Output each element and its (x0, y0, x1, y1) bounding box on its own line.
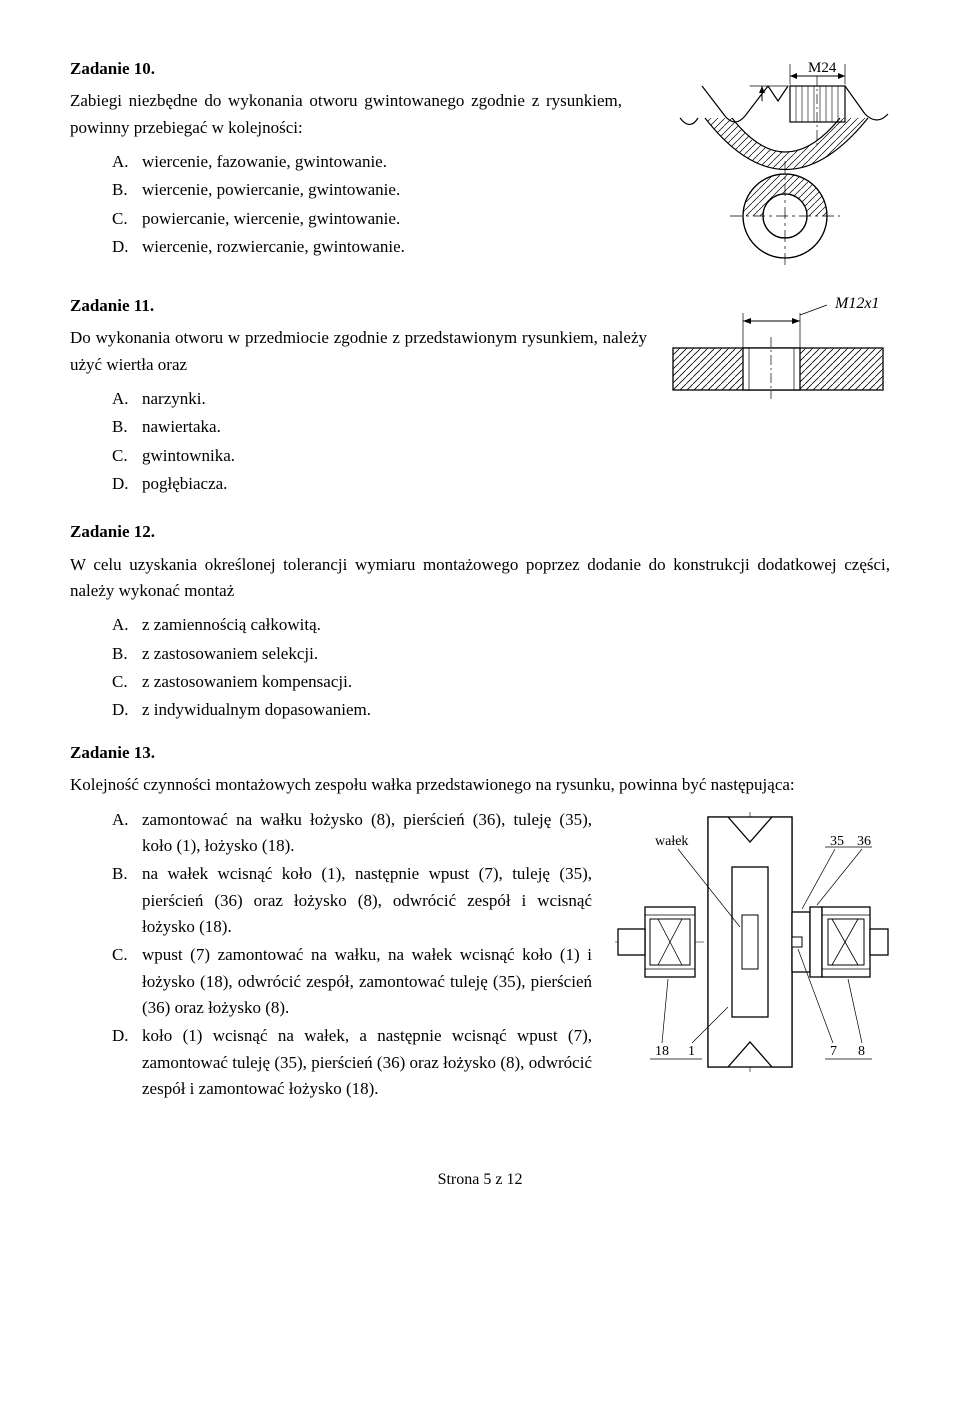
option-text: wiercenie, fazowanie, gwintowanie. (142, 149, 622, 175)
option-row: C.wpust (7) zamontować na wałku, na wałe… (112, 942, 592, 1021)
option-letter: B. (112, 177, 142, 203)
thread-label: M12x1 (834, 295, 879, 312)
option-letter: D. (112, 471, 142, 497)
option-text: z indywidualnym dopasowaniem. (142, 697, 890, 723)
label-8: 8 (858, 1044, 865, 1059)
thread-dim-label: M24 (808, 60, 837, 76)
option-letter: A. (112, 386, 142, 412)
option-row: B.z zastosowaniem selekcji. (112, 641, 890, 667)
option-row: B.wiercenie, powiercanie, gwintowanie. (112, 177, 622, 203)
task-13-figure: wałek 35 36 18 1 7 8 (610, 807, 890, 1077)
option-text: gwintownika. (142, 443, 890, 469)
page-footer: Strona 5 z 12 (70, 1168, 890, 1193)
task-12-heading: Zadanie 12. (70, 519, 890, 545)
option-text: wiercenie, rozwiercanie, gwintowanie. (142, 234, 622, 260)
option-letter: C. (112, 669, 142, 695)
task-10-figure: M24 X (640, 56, 890, 271)
option-row: C.powiercanie, wiercenie, gwintowanie. (112, 206, 622, 232)
option-row: C.gwintownika. (112, 443, 890, 469)
label-18: 18 (655, 1044, 669, 1059)
label-7: 7 (830, 1044, 837, 1059)
option-text: na wałek wcisnąć koło (1), następnie wpu… (142, 861, 592, 940)
task-11-figure: M12x1 (665, 293, 890, 403)
option-row: D.z indywidualnym dopasowaniem. (112, 697, 890, 723)
task-10: M24 X (70, 56, 890, 277)
option-row: A.z zamiennością całkowitą. (112, 612, 890, 638)
option-text: z zastosowaniem kompensacji. (142, 669, 890, 695)
option-letter: A. (112, 149, 142, 175)
option-row: D.pogłębiacza. (112, 471, 890, 497)
option-text: z zamiennością całkowitą. (142, 612, 890, 638)
option-text: wpust (7) zamontować na wałku, na wałek … (142, 942, 592, 1021)
option-letter: C. (112, 942, 142, 1021)
option-letter: A. (112, 612, 142, 638)
task-13-intro: Kolejność czynności montażowych zespołu … (70, 772, 890, 798)
option-text: koło (1) wcisnąć na wałek, a następnie w… (142, 1023, 592, 1102)
task-11: M12x1 Zadanie 11. Do wykonania otworu w … (70, 293, 890, 503)
option-row: C.z zastosowaniem kompensacji. (112, 669, 890, 695)
task-12-intro: W celu uzyskania określonej tolerancji w… (70, 552, 890, 605)
option-text: z zastosowaniem selekcji. (142, 641, 890, 667)
option-text: wiercenie, powiercanie, gwintowanie. (142, 177, 622, 203)
option-row: A.wiercenie, fazowanie, gwintowanie. (112, 149, 622, 175)
task-12-options: A.z zamiennością całkowitą. B.z zastosow… (70, 612, 890, 723)
option-letter: C. (112, 206, 142, 232)
option-text: nawiertaka. (142, 414, 890, 440)
option-letter: C. (112, 443, 142, 469)
label-1: 1 (688, 1044, 695, 1059)
task-13: Zadanie 13. Kolejność czynności montażow… (70, 740, 890, 1108)
option-letter: B. (112, 861, 142, 940)
option-row: A.zamontować na wałku łożysko (8), pierś… (112, 807, 592, 860)
option-letter: D. (112, 1023, 142, 1102)
task-13-heading: Zadanie 13. (70, 740, 890, 766)
option-letter: B. (112, 641, 142, 667)
option-row: B.nawiertaka. (112, 414, 890, 440)
option-text: pogłębiacza. (142, 471, 890, 497)
option-letter: D. (112, 697, 142, 723)
option-row: D.koło (1) wcisnąć na wałek, a następnie… (112, 1023, 592, 1102)
task-12: Zadanie 12. W celu uzyskania określonej … (70, 519, 890, 723)
option-text: zamontować na wałku łożysko (8), pierści… (142, 807, 592, 860)
option-text: narzynki. (142, 386, 647, 412)
option-letter: B. (112, 414, 142, 440)
option-text: powiercanie, wiercenie, gwintowanie. (142, 206, 622, 232)
option-row: D.wiercenie, rozwiercanie, gwintowanie. (112, 234, 622, 260)
label-walek: wałek (655, 834, 688, 849)
option-row: B.na wałek wcisnąć koło (1), następnie w… (112, 861, 592, 940)
option-letter: D. (112, 234, 142, 260)
option-letter: A. (112, 807, 142, 860)
option-row: A.narzynki. (112, 386, 647, 412)
